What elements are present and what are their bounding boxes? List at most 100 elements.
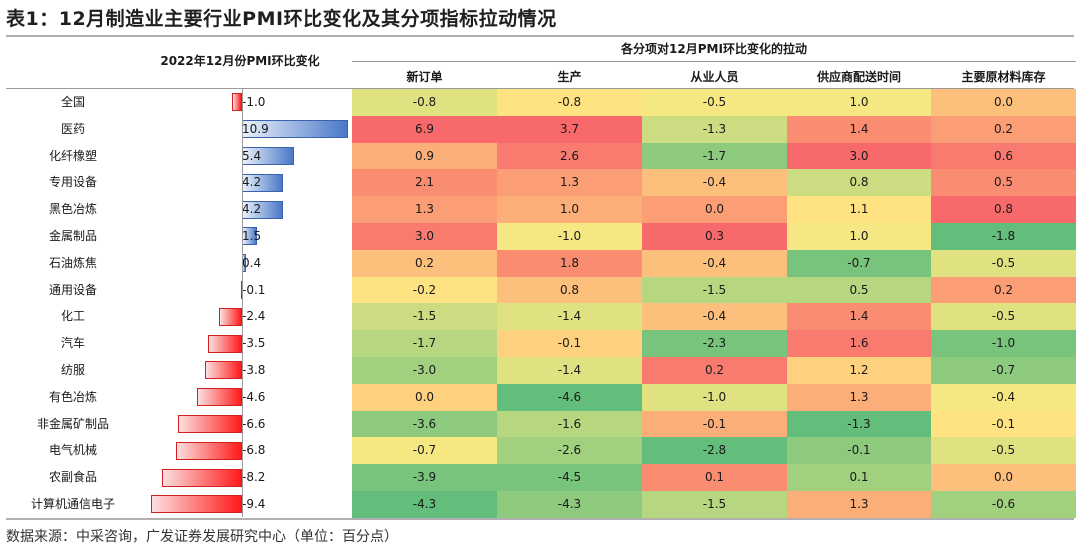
column-header-raw-material-inventory: 主要原材料库存 xyxy=(961,70,1046,84)
group-header-rule xyxy=(352,61,1076,62)
heatmap-cell: -1.7 xyxy=(642,142,787,170)
heatmap-cell: 1.3 xyxy=(497,169,642,197)
heatmap-cell: 1.4 xyxy=(787,115,931,144)
top-rule xyxy=(6,35,1074,37)
heatmap-cell: 0.0 xyxy=(931,89,1076,117)
pmi-change-bar xyxy=(176,441,242,460)
row-label: 金属制品 xyxy=(48,229,97,243)
heatmap-cell: -0.5 xyxy=(642,89,787,117)
pmi-change-bar xyxy=(150,495,242,514)
heatmap-cell: 0.8 xyxy=(497,276,642,304)
heatmap-cell: 0.0 xyxy=(931,464,1076,492)
heatmap-cell: -2.8 xyxy=(642,437,787,465)
row-label: 全国 xyxy=(60,95,85,109)
pmi-change-value: 4.2 xyxy=(242,202,262,217)
pmi-change-bar xyxy=(218,307,242,326)
heatmap-cell: -1.6 xyxy=(497,410,642,438)
heatmap-cell: 1.6 xyxy=(787,330,931,358)
heatmap-cell: -0.6 xyxy=(931,491,1076,519)
heatmap-cell: 1.3 xyxy=(787,383,931,412)
heatmap-cell: -0.5 xyxy=(931,303,1076,331)
heatmap-cell: 0.2 xyxy=(352,249,497,278)
pmi-change-value: -6.8 xyxy=(242,443,266,458)
heatmap-cell: 1.4 xyxy=(787,303,931,331)
pmi-change-value: -2.4 xyxy=(242,309,266,324)
heatmap-cell: -1.8 xyxy=(931,223,1076,251)
row-label: 汽车 xyxy=(60,336,85,351)
heatmap-cell: -4.3 xyxy=(497,491,642,519)
heatmap-cell: -1.0 xyxy=(497,223,642,251)
heatmap-cell: 0.5 xyxy=(787,276,931,304)
heatmap-cell: -0.1 xyxy=(497,330,642,358)
row-label: 医药 xyxy=(60,121,85,136)
heatmap-cell: -4.6 xyxy=(497,383,642,412)
heatmap-cell: 0.0 xyxy=(642,196,787,224)
pmi-change-value: -9.4 xyxy=(242,497,266,511)
table-title: 表1：12月制造业主要行业PMI环比变化及其分项指标拉动情况 xyxy=(6,8,557,30)
heatmap-cell: 3.7 xyxy=(497,115,642,144)
heatmap-cell: -1.0 xyxy=(931,330,1076,358)
heatmap-cell: 0.1 xyxy=(642,464,787,492)
heatmap-cell: -1.5 xyxy=(352,303,497,331)
row-label: 化纤橡塑 xyxy=(48,148,97,163)
row-label: 农副食品 xyxy=(48,470,97,485)
heatmap-cell: -0.1 xyxy=(931,410,1076,438)
heatmap-cell: -1.5 xyxy=(642,276,787,304)
heatmap-cell: 1.0 xyxy=(787,223,931,251)
pmi-change-value: -8.2 xyxy=(242,470,266,485)
row-label: 化工 xyxy=(60,309,85,324)
heatmap-cell: 0.0 xyxy=(352,383,497,412)
row-label: 非金属矿制品 xyxy=(36,416,109,431)
row-label: 有色冶炼 xyxy=(48,389,97,404)
heatmap-cell: -1.4 xyxy=(497,303,642,331)
pmi-change-value: -0.1 xyxy=(242,282,266,297)
heatmap-cell: 1.3 xyxy=(787,491,931,519)
heatmap-cell: 1.8 xyxy=(497,249,642,278)
heatmap-cell: -1.0 xyxy=(642,383,787,412)
heatmap-cell: -4.3 xyxy=(352,491,497,519)
heatmap-cell: 0.3 xyxy=(642,223,787,251)
heatmap-cell: 1.0 xyxy=(497,196,642,224)
heatmap-cell: 1.0 xyxy=(787,89,931,117)
heatmap-cell: 0.8 xyxy=(931,196,1076,224)
heatmap-cell: 2.6 xyxy=(497,142,642,170)
heatmap-cell: -0.5 xyxy=(931,437,1076,465)
pmi-change-value: -3.8 xyxy=(242,363,266,377)
row-label: 电气机械 xyxy=(48,443,97,458)
heatmap-cell: -0.1 xyxy=(787,437,931,465)
heatmap-cell: -0.7 xyxy=(787,249,931,278)
heatmap-cell: -0.4 xyxy=(931,383,1076,412)
row-label: 纺服 xyxy=(60,363,85,377)
heatmap-cell: -0.4 xyxy=(642,249,787,278)
heatmap-cell: -0.4 xyxy=(642,169,787,197)
pmi-change-bar xyxy=(197,388,242,407)
heatmap-cell: -2.6 xyxy=(497,437,642,465)
bar-axis xyxy=(242,89,243,517)
heatmap-cell: -1.5 xyxy=(642,491,787,519)
pmi-change-value: -1.0 xyxy=(242,95,266,109)
heatmap-cell: 0.5 xyxy=(931,169,1076,197)
heatmap-cell: -0.2 xyxy=(352,276,497,304)
heatmap-cell: 1.1 xyxy=(787,196,931,224)
pmi-change-value: 4.2 xyxy=(242,175,262,190)
pmi-change-value: -4.6 xyxy=(242,389,266,404)
heatmap-cell: 0.1 xyxy=(787,464,931,492)
pmi-change-value: -6.6 xyxy=(242,416,266,431)
row-label: 黑色冶炼 xyxy=(48,202,97,217)
data-source-note: 数据来源：中采咨询，广发证券发展研究中心（单位：百分点） xyxy=(6,529,398,545)
pmi-change-bar xyxy=(177,415,242,433)
contribution-group-header: 各分项对12月PMI环比变化的拉动 xyxy=(621,42,807,56)
row-label: 计算机通信电子 xyxy=(30,497,115,511)
column-header-new-orders: 新订单 xyxy=(406,70,443,84)
heatmap-cell: 1.2 xyxy=(787,357,931,385)
heatmap-cell: -3.0 xyxy=(352,357,497,385)
heatmap-cell: 3.0 xyxy=(352,223,497,251)
heatmap-cell: -0.4 xyxy=(642,303,787,331)
heatmap-cell: -3.9 xyxy=(352,464,497,492)
pmi-change-value: -3.5 xyxy=(242,336,266,351)
pmi-change-value: 10.9 xyxy=(242,121,269,136)
header-rule xyxy=(6,88,1074,89)
heatmap-cell: -0.8 xyxy=(497,89,642,117)
row-label: 通用设备 xyxy=(48,282,97,297)
pmi-change-bar xyxy=(205,361,242,380)
